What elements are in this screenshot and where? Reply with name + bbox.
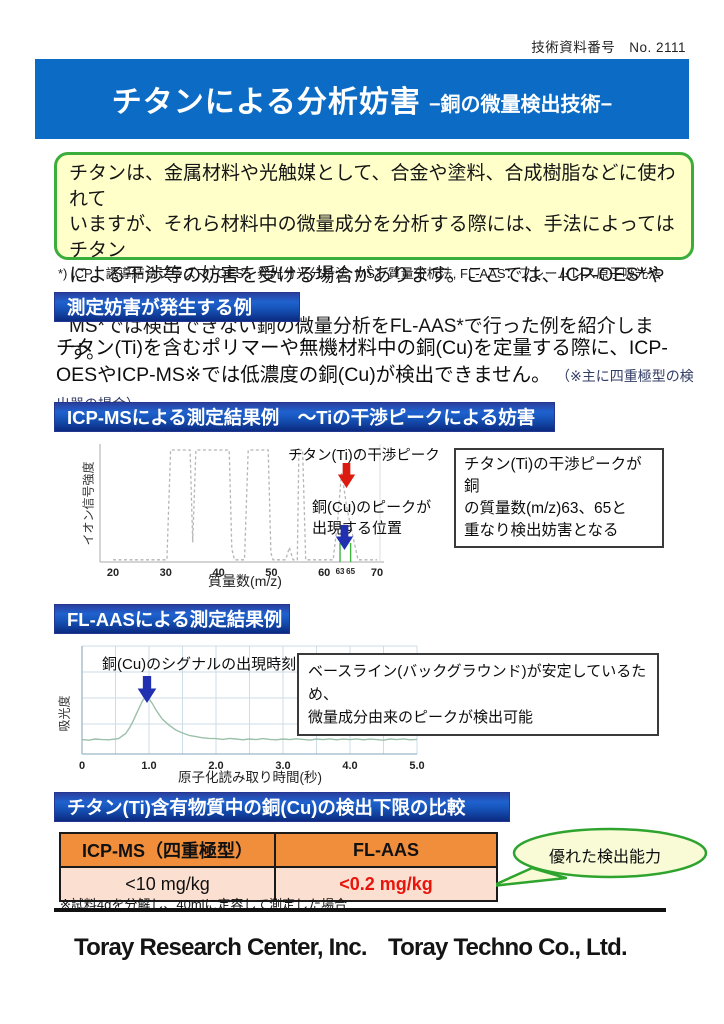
flaas-info-box: ベースライン(バックグラウンド)が安定しているため、 微量成分由来のピークが検出… <box>297 653 659 736</box>
abbreviation-note: *) ICP：誘導結合プラズマ, OES：発光分光分析法, MS：質量分析法, … <box>58 266 662 281</box>
table-value-row: <10 mg/kg <0.2 mg/kg <box>59 866 498 902</box>
blue-down-arrow-icon <box>335 525 354 550</box>
icpms-detection-limit: <10 mg/kg <box>59 866 276 902</box>
svg-text:40: 40 <box>212 567 224 579</box>
icpms-y-axis-label: イオン信号強度 <box>81 461 96 546</box>
superior-detection-label: 優れた検出能力 <box>548 849 661 866</box>
svg-text:5.0: 5.0 <box>409 760 424 772</box>
section-header-flaas: FL-AASによる測定結果例 <box>54 604 290 634</box>
svg-text:70: 70 <box>371 567 383 579</box>
svg-text:30: 30 <box>160 567 172 579</box>
example-body: チタン(Ti)を含むポリマーや無機材料中の銅(Cu)を定量する際に、ICP-OE… <box>56 337 668 386</box>
bottom-rule <box>54 908 666 912</box>
page-title: チタンによる分析妨害 <box>111 86 421 119</box>
doc-number: 技術資料番号 No. 2111 <box>531 40 686 55</box>
blue-down-arrow-icon <box>137 676 157 703</box>
table-header-flaas: FL-AAS <box>274 832 498 868</box>
section-header-icpms: ICP-MSによる測定結果例 ～Tiの干渉ピークによる妨害 <box>54 402 555 432</box>
intro-box: チタンは、金属材料や光触媒として、合金や塗料、合成樹脂などに使われて いますが、… <box>54 152 694 363</box>
section-header-comparison: チタン(Ti)含有物質中の銅(Cu)の検出下限の比較 <box>54 792 510 822</box>
svg-text:1.0: 1.0 <box>141 760 156 772</box>
red-down-arrow-icon <box>337 463 356 488</box>
toray-research-center-logo: Toray Research Center, Inc. <box>74 934 368 961</box>
detection-limit-table: ICP-MS（四重極型） FL-AAS <10 mg/kg <0.2 mg/kg <box>59 832 498 902</box>
svg-text:50: 50 <box>265 567 277 579</box>
svg-text:3.0: 3.0 <box>275 760 290 772</box>
ti-interference-peak-label: チタン(Ti)の干渉ピーク <box>288 448 440 464</box>
cu-peak-position-label: 銅(Cu)のピークが 出現する位置 <box>312 499 432 537</box>
section-header-example: 測定妨害が発生する例 <box>54 292 300 322</box>
table-header-row: ICP-MS（四重極型） FL-AAS <box>59 832 498 868</box>
page-subtitle: −銅の微量検出技術− <box>428 93 613 116</box>
flaas-x-axis-label: 原子化読み取り時間(秒) <box>178 770 322 785</box>
icpms-x-axis-label: 質量数(m/z) <box>208 573 282 589</box>
icpms-info-box: チタン(Ti)の干渉ピークが銅 の質量数(m/z)63、65と 重なり検出妨害と… <box>454 448 664 548</box>
speech-bubble <box>496 827 708 887</box>
icpms-spectrum-chart: 20 30 40 50 60 70 63 65 <box>99 444 384 579</box>
flaas-y-axis-label: 吸光度 <box>57 695 72 732</box>
toray-techno-logo: Toray Techno Co., Ltd. <box>388 934 628 961</box>
svg-text:63: 63 <box>336 567 345 576</box>
flaas-detection-limit: <0.2 mg/kg <box>274 866 498 902</box>
cu-signal-time-label: 銅(Cu)のシグナルの出現時刻 <box>102 656 297 673</box>
svg-text:65: 65 <box>346 567 355 576</box>
svg-text:60: 60 <box>318 567 330 579</box>
table-header-icpms: ICP-MS（四重極型） <box>59 832 276 868</box>
svg-text:2.0: 2.0 <box>208 760 223 772</box>
svg-text:4.0: 4.0 <box>342 760 357 772</box>
svg-text:20: 20 <box>107 567 119 579</box>
title-banner: チタンによる分析妨害 −銅の微量検出技術− <box>35 59 689 139</box>
svg-text:0: 0 <box>79 760 85 772</box>
